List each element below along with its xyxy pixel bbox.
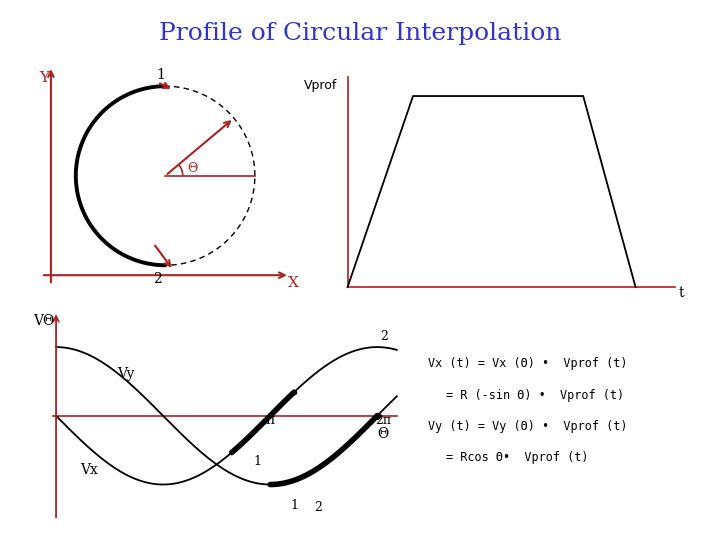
Text: Vx (t) = Vx (Θ) •  Vprof (t): Vx (t) = Vx (Θ) • Vprof (t) bbox=[428, 357, 628, 370]
Text: Θ: Θ bbox=[377, 427, 389, 441]
Text: Vx: Vx bbox=[80, 463, 98, 477]
Text: = R (-sin Θ) •  Vprof (t): = R (-sin Θ) • Vprof (t) bbox=[446, 388, 624, 402]
Text: π: π bbox=[266, 413, 275, 427]
Text: 1: 1 bbox=[253, 455, 261, 468]
Text: Vy: Vy bbox=[117, 367, 135, 381]
Text: X: X bbox=[288, 276, 299, 290]
Text: 2π: 2π bbox=[375, 414, 391, 427]
Text: VΘ: VΘ bbox=[33, 314, 55, 328]
Text: Θ: Θ bbox=[187, 162, 197, 175]
Text: Vy (t) = Vy (Θ) •  Vprof (t): Vy (t) = Vy (Θ) • Vprof (t) bbox=[428, 420, 628, 433]
Text: Y: Y bbox=[39, 71, 49, 85]
Text: 2: 2 bbox=[315, 501, 323, 514]
Text: 2: 2 bbox=[381, 330, 389, 343]
Text: 1: 1 bbox=[290, 498, 298, 511]
Text: = Rcos Θ•  Vprof (t): = Rcos Θ• Vprof (t) bbox=[446, 451, 589, 464]
Text: 1: 1 bbox=[156, 68, 165, 82]
Text: Profile of Circular Interpolation: Profile of Circular Interpolation bbox=[159, 22, 561, 45]
Text: t: t bbox=[678, 286, 683, 300]
Text: 2: 2 bbox=[153, 272, 162, 286]
Text: Vprof: Vprof bbox=[305, 79, 338, 92]
